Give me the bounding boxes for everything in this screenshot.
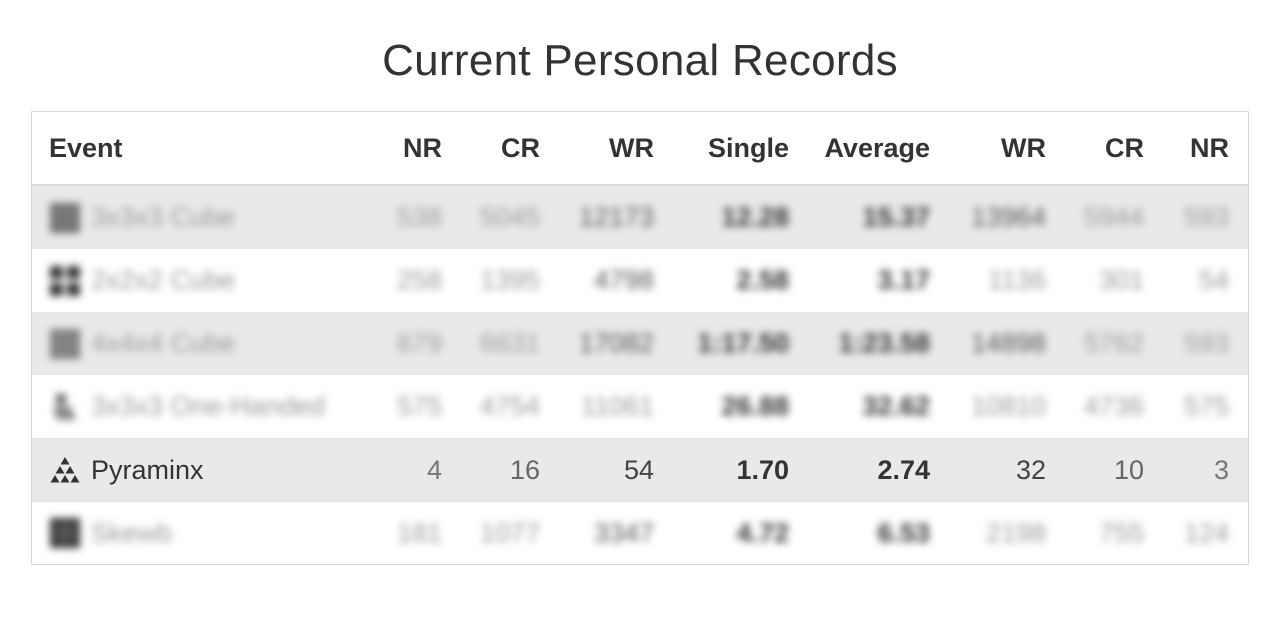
average-cr-cell: 10 bbox=[1113, 454, 1144, 485]
average-nr-cell: 593 bbox=[1183, 202, 1229, 232]
single-time-cell[interactable]: 26.88 bbox=[721, 391, 789, 421]
single-nr-cell: 258 bbox=[396, 265, 442, 295]
single-wr-cell: 17082 bbox=[578, 328, 654, 358]
single-wr-cell: 4798 bbox=[593, 265, 654, 295]
event-cell[interactable]: Pyraminx bbox=[49, 439, 369, 501]
header-single: Single bbox=[707, 132, 789, 163]
average-cr-cell: 5762 bbox=[1083, 328, 1144, 358]
average-time-cell[interactable]: 1:23.58 bbox=[838, 328, 930, 358]
single-wr-cell: 12173 bbox=[578, 202, 654, 232]
average-nr-cell: 3 bbox=[1213, 454, 1229, 485]
single-time-cell[interactable]: 2.58 bbox=[736, 265, 789, 295]
table-header-row: Event NR CR WR Single Average WR CR NR bbox=[32, 112, 1248, 186]
event-cell[interactable]: 3x3x3 Cube bbox=[49, 186, 369, 249]
single-nr-cell: 679 bbox=[396, 328, 442, 358]
event-name: 3x3x3 One-Handed bbox=[91, 391, 326, 421]
single-cr-cell: 4754 bbox=[479, 391, 540, 421]
average-wr-cell: 10810 bbox=[970, 391, 1046, 421]
cube-4x4-icon bbox=[49, 328, 81, 360]
single-nr-cell: 4 bbox=[426, 454, 442, 485]
single-wr-cell: 54 bbox=[623, 454, 654, 485]
average-cr-cell: 5944 bbox=[1083, 202, 1144, 232]
average-nr-cell: 124 bbox=[1183, 517, 1229, 548]
event-name: 4x4x4 Cube bbox=[91, 328, 236, 358]
average-time-cell[interactable]: 15.37 bbox=[862, 202, 930, 232]
single-time-cell[interactable]: 1:17.50 bbox=[697, 328, 789, 358]
event-cell[interactable]: 4x4x4 Cube bbox=[49, 312, 369, 375]
average-wr-cell: 14898 bbox=[970, 328, 1046, 358]
average-nr-cell: 575 bbox=[1183, 391, 1229, 421]
table-row[interactable]: 4x4x4 Cube 679 6631 17082 1:17.50 1:23.5… bbox=[32, 312, 1248, 375]
header-single-cr: CR bbox=[501, 132, 540, 163]
event-name: Pyraminx bbox=[91, 454, 204, 485]
average-wr-cell: 13964 bbox=[970, 202, 1046, 232]
table-row[interactable]: 2x2x2 Cube 258 1395 4798 2.58 3.17 1136 … bbox=[32, 249, 1248, 312]
single-cr-cell: 1077 bbox=[479, 517, 540, 548]
average-cr-cell: 4736 bbox=[1083, 391, 1144, 421]
table-row[interactable]: Pyraminx 4 16 54 1.70 2.74 32 10 3 bbox=[32, 438, 1248, 501]
records-table: Event NR CR WR Single Average WR CR NR bbox=[31, 111, 1249, 565]
table-row[interactable]: Skewb 181 1077 3347 4.72 6.53 2198 755 1… bbox=[32, 501, 1248, 564]
cube-3x3-icon bbox=[49, 202, 81, 234]
average-time-cell[interactable]: 32.62 bbox=[862, 391, 930, 421]
header-average-nr: NR bbox=[1190, 132, 1229, 163]
table-row[interactable]: 3x3x3 One-Handed 575 4754 11061 26.88 32… bbox=[32, 375, 1248, 438]
event-cell[interactable]: 3x3x3 One-Handed bbox=[49, 375, 369, 438]
event-name: 3x3x3 Cube bbox=[91, 202, 236, 232]
single-time-cell[interactable]: 4.72 bbox=[736, 517, 789, 548]
average-wr-cell: 1136 bbox=[987, 265, 1046, 295]
single-time-cell[interactable]: 1.70 bbox=[736, 454, 789, 485]
average-time-cell[interactable]: 2.74 bbox=[877, 454, 930, 485]
average-nr-cell: 593 bbox=[1183, 328, 1229, 358]
cube-2x2-icon bbox=[49, 265, 81, 297]
event-cell[interactable]: 2x2x2 Cube bbox=[49, 249, 369, 312]
header-average-wr: WR bbox=[1001, 132, 1046, 163]
header-average: Average bbox=[824, 132, 930, 163]
event-cell[interactable]: Skewb bbox=[49, 502, 369, 564]
skewb-icon bbox=[49, 517, 81, 549]
header-average-cr: CR bbox=[1105, 132, 1144, 163]
single-wr-cell: 3347 bbox=[593, 517, 654, 548]
average-wr-cell: 32 bbox=[1015, 454, 1046, 485]
average-wr-cell: 2198 bbox=[985, 517, 1046, 548]
header-event: Event bbox=[49, 132, 123, 163]
page-title: Current Personal Records bbox=[382, 36, 898, 85]
table-row[interactable]: 3x3x3 Cube 538 5045 12173 12.28 15.37 13… bbox=[32, 186, 1248, 249]
average-time-cell[interactable]: 3.17 bbox=[877, 265, 930, 295]
average-cr-cell: 301 bbox=[1098, 265, 1144, 295]
single-cr-cell: 5045 bbox=[479, 202, 540, 232]
header-single-wr: WR bbox=[609, 132, 654, 163]
one-handed-icon bbox=[49, 391, 81, 423]
single-wr-cell: 11061 bbox=[580, 391, 654, 421]
event-name: Skewb bbox=[91, 517, 173, 548]
header-single-nr: NR bbox=[403, 132, 442, 163]
average-nr-cell: 54 bbox=[1198, 265, 1229, 295]
single-time-cell[interactable]: 12.28 bbox=[721, 202, 789, 232]
single-cr-cell: 16 bbox=[509, 454, 540, 485]
single-cr-cell: 6631 bbox=[479, 328, 540, 358]
average-time-cell[interactable]: 6.53 bbox=[877, 517, 930, 548]
single-cr-cell: 1395 bbox=[479, 265, 540, 295]
single-nr-cell: 575 bbox=[396, 391, 442, 421]
single-nr-cell: 538 bbox=[396, 202, 442, 232]
single-nr-cell: 181 bbox=[396, 517, 442, 548]
average-cr-cell: 755 bbox=[1098, 517, 1144, 548]
pyraminx-icon bbox=[49, 454, 81, 486]
event-name: 2x2x2 Cube bbox=[91, 265, 236, 295]
